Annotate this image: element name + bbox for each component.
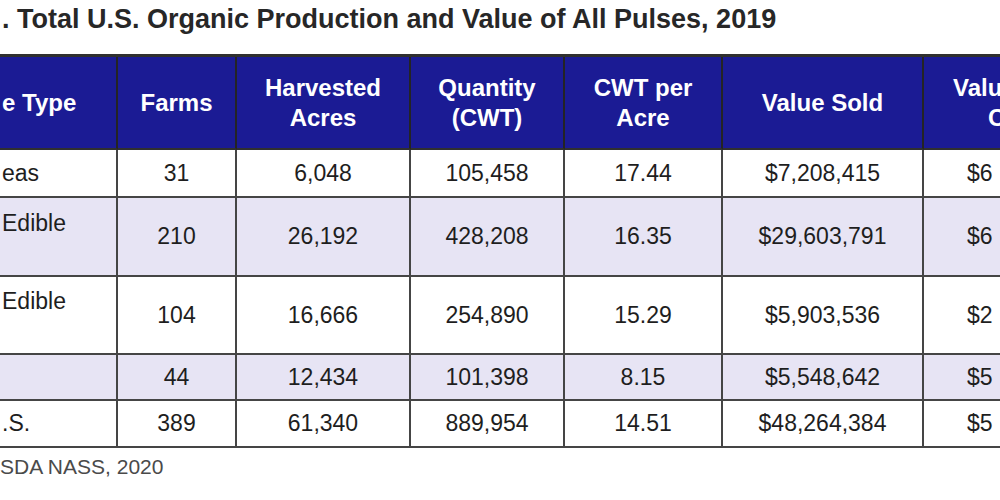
cell-value: $5 — [967, 410, 993, 437]
cell-value: $5,548,642 — [765, 364, 880, 391]
cell-value-per-cwt: $5 — [924, 401, 1000, 448]
cell-pulse-type: Edible — [0, 277, 118, 355]
cell-farms: 210 — [118, 198, 237, 277]
cell-value: 17.44 — [614, 160, 672, 187]
cell-value: $2 — [967, 302, 993, 329]
cell-pulse-type: Edible — [0, 198, 118, 277]
source-note: SDA NASS, 2020 — [0, 455, 163, 479]
header-line: Harvested — [265, 73, 381, 103]
cell-value: $6 — [967, 223, 993, 250]
col-header-farms: Farms — [118, 57, 237, 150]
header-line: C — [988, 103, 1000, 133]
cell-pulse-type: eas — [0, 150, 118, 198]
cell-value: 105,458 — [445, 160, 528, 187]
header-line: Acres — [290, 103, 357, 133]
pulse-type-line — [2, 315, 8, 342]
pulse-type-line: eas — [2, 160, 39, 187]
pulses-table: e Type Farms HarvestedAcres Quantity(CWT… — [0, 54, 1000, 448]
cell-value: 44 — [164, 364, 190, 391]
pulse-type-line — [2, 237, 8, 264]
page-title: . Total U.S. Organic Production and Valu… — [2, 4, 776, 35]
screenshot-canvas: . Total U.S. Organic Production and Valu… — [0, 0, 1000, 500]
cell-cwt-per-acre: 8.15 — [565, 355, 723, 401]
cell-value: 14.51 — [614, 410, 672, 437]
header-line: Acre — [616, 103, 669, 133]
cell-value: 101,398 — [445, 364, 528, 391]
cell-value: $7,208,415 — [765, 160, 880, 187]
cell-value: 8.15 — [621, 364, 666, 391]
col-header-quantity-cwt: Quantity(CWT) — [411, 57, 565, 150]
cell-cwt-per-acre: 14.51 — [565, 401, 723, 448]
header-line: Valu — [953, 73, 1000, 103]
cell-value: 210 — [157, 223, 195, 250]
cell-quantity-cwt: 101,398 — [411, 355, 565, 401]
cell-value: 254,890 — [445, 302, 528, 329]
cell-pulse-type — [0, 355, 118, 401]
pulse-type-line: Edible — [2, 288, 66, 315]
cell-quantity-cwt: 254,890 — [411, 277, 565, 355]
cell-value-sold: $7,208,415 — [723, 150, 924, 198]
cell-value-per-cwt: $6 — [924, 198, 1000, 277]
cell-harvested-acres: 16,666 — [237, 277, 411, 355]
cell-cwt-per-acre: 15.29 — [565, 277, 723, 355]
cell-harvested-acres: 6,048 — [237, 150, 411, 198]
cell-quantity-cwt: 105,458 — [411, 150, 565, 198]
cell-value-sold: $48,264,384 — [723, 401, 924, 448]
cell-farms: 44 — [118, 355, 237, 401]
cell-farms: 389 — [118, 401, 237, 448]
cell-harvested-acres: 26,192 — [237, 198, 411, 277]
header-line: Value Sold — [762, 88, 883, 118]
cell-cwt-per-acre: 17.44 — [565, 150, 723, 198]
cell-value-sold: $29,603,791 — [723, 198, 924, 277]
cell-value: $5 — [967, 364, 993, 391]
cell-value: $29,603,791 — [759, 223, 887, 250]
cell-value: 15.29 — [614, 302, 672, 329]
cell-harvested-acres: 61,340 — [237, 401, 411, 448]
header-line: Farms — [140, 88, 212, 118]
cell-value-sold: $5,903,536 — [723, 277, 924, 355]
cell-value: 389 — [157, 410, 195, 437]
cell-harvested-acres: 12,434 — [237, 355, 411, 401]
cell-value: $6 — [967, 160, 993, 187]
cell-value: 26,192 — [288, 223, 358, 250]
cell-value: 6,048 — [294, 160, 352, 187]
cell-value: $5,903,536 — [765, 302, 880, 329]
cell-value: 104 — [157, 302, 195, 329]
pulse-type-line: Edible — [2, 210, 66, 237]
col-header-pulse-type: e Type — [0, 57, 118, 150]
cell-value: 889,954 — [445, 410, 528, 437]
cell-quantity-cwt: 428,208 — [411, 198, 565, 277]
cell-value: 16.35 — [614, 223, 672, 250]
cell-farms: 104 — [118, 277, 237, 355]
cell-value: 12,434 — [288, 364, 358, 391]
cell-value-per-cwt: $2 — [924, 277, 1000, 355]
cell-quantity-cwt: 889,954 — [411, 401, 565, 448]
cell-cwt-per-acre: 16.35 — [565, 198, 723, 277]
cell-value: $48,264,384 — [759, 410, 887, 437]
cell-value-per-cwt: $5 — [924, 355, 1000, 401]
cell-value: 31 — [164, 160, 190, 187]
cell-value-per-cwt: $6 — [924, 150, 1000, 198]
cell-value: 61,340 — [288, 410, 358, 437]
cell-value-sold: $5,548,642 — [723, 355, 924, 401]
pulse-type-line: .S. — [2, 410, 30, 437]
col-header-value-per-cwt: ValuC — [924, 57, 1000, 150]
col-header-value-sold: Value Sold — [723, 57, 924, 150]
cell-farms: 31 — [118, 150, 237, 198]
header-line: e Type — [2, 88, 76, 118]
cell-pulse-type: .S. — [0, 401, 118, 448]
header-line: CWT per — [594, 73, 693, 103]
header-line: Quantity — [438, 73, 535, 103]
cell-value: 16,666 — [288, 302, 358, 329]
col-header-harvested-acres: HarvestedAcres — [237, 57, 411, 150]
header-line: (CWT) — [452, 103, 523, 133]
cell-value: 428,208 — [445, 223, 528, 250]
col-header-cwt-per-acre: CWT perAcre — [565, 57, 723, 150]
